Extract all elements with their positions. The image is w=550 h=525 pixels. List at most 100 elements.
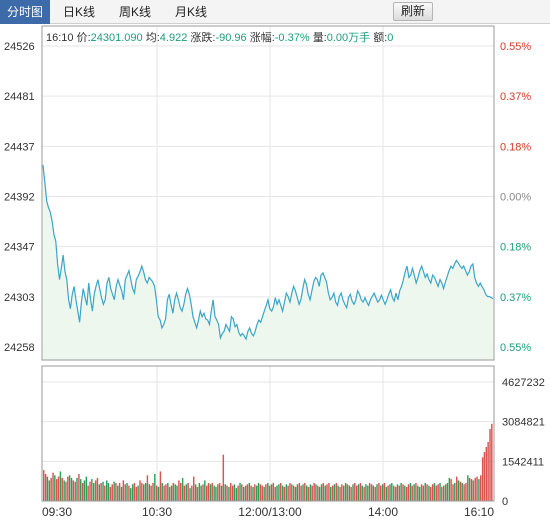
volume-bar <box>280 483 282 501</box>
volume-bar <box>87 485 89 501</box>
volume-bar <box>446 483 449 501</box>
volume-pane-border <box>41 365 495 502</box>
volume-bar <box>181 477 184 501</box>
info-price-value: 24301.090 <box>90 32 143 44</box>
volume-bar <box>400 483 402 501</box>
volume-bar <box>152 483 154 501</box>
volume-bar <box>411 485 413 501</box>
volume-bar <box>98 484 101 501</box>
volume-bar <box>180 483 182 501</box>
volume-bar <box>320 484 323 501</box>
volume-bar <box>174 484 176 501</box>
volume-bar <box>287 485 289 501</box>
volume-bar <box>150 485 152 501</box>
volume-bar <box>213 485 215 501</box>
volume-bar <box>170 485 173 501</box>
volume-tick-label: 0 <box>502 496 508 508</box>
volume-bar <box>130 488 132 501</box>
price-tick-label: 24526 <box>4 41 35 53</box>
pct-tick-label: 0.37% <box>500 91 531 103</box>
volume-bar <box>124 484 126 501</box>
price-tick-label: 24437 <box>4 141 35 153</box>
volume-bar <box>443 485 445 501</box>
volume-bar <box>176 485 178 501</box>
volume-bar <box>254 484 256 501</box>
volume-bar <box>357 484 360 501</box>
volume-bar <box>335 483 338 501</box>
volume-bar <box>165 484 167 501</box>
volume-bar <box>183 485 186 501</box>
volume-bar <box>228 486 230 501</box>
volume-bar <box>465 483 467 501</box>
volume-bar <box>341 484 343 501</box>
volume-bar <box>156 485 158 501</box>
refresh-button[interactable]: 刷新 <box>393 2 433 21</box>
volume-bar <box>350 486 352 501</box>
volume-bar <box>359 483 362 501</box>
volume-bar <box>68 475 71 501</box>
volume-bar <box>315 484 317 501</box>
volume-bar <box>396 484 399 501</box>
volume-bar <box>452 484 454 501</box>
volume-bar <box>196 486 199 501</box>
pct-tick-label: 0.18% <box>500 141 531 153</box>
tab-bar: 分时图 日K线 周K线 月K线 刷新 <box>0 0 550 24</box>
price-tick-label: 24481 <box>4 91 35 103</box>
volume-bar <box>106 480 108 501</box>
volume-bar <box>448 477 451 501</box>
tab-monthly-k[interactable]: 月K线 <box>174 5 207 19</box>
volume-bar <box>189 488 191 501</box>
volume-bar <box>263 486 265 501</box>
volume-bar <box>478 479 480 501</box>
volume-bar <box>489 429 491 501</box>
volume-bar <box>391 483 393 501</box>
volume-bar <box>154 474 156 501</box>
volume-bar <box>404 485 406 501</box>
volume-bar <box>344 483 347 501</box>
volume-bar <box>50 477 52 501</box>
volume-bar <box>491 423 493 501</box>
volume-bar <box>211 483 213 501</box>
volume-bar <box>415 483 417 501</box>
volume-bar <box>368 483 371 501</box>
volume-bar <box>270 484 273 501</box>
volume-bar <box>324 485 326 501</box>
volume-bar <box>146 475 149 501</box>
volume-bar <box>168 486 171 501</box>
volume-bar <box>137 485 139 501</box>
volume-bar <box>356 485 358 501</box>
quote-info-line: 16:10 价:24301.090 均:4.922 涨跌:-90.96 涨幅:-… <box>46 29 393 45</box>
tab-daily-k[interactable]: 日K线 <box>62 5 95 19</box>
volume-bar <box>422 485 425 501</box>
volume-bar <box>272 483 275 501</box>
volume-bar <box>261 485 263 501</box>
volume-bar <box>298 483 301 501</box>
tab-intraday[interactable]: 分时图 <box>0 0 50 24</box>
volume-bar <box>406 486 408 501</box>
volume-bar <box>487 441 489 501</box>
volume-bar <box>383 483 386 501</box>
volume-bar <box>333 484 336 501</box>
volume-bar <box>48 480 51 501</box>
pct-tick-label: 0.55% <box>500 41 531 53</box>
time-tick-label: 09:30 <box>42 505 72 519</box>
volume-bar <box>257 483 260 501</box>
volume-bar <box>248 483 251 501</box>
volume-bar <box>43 470 45 501</box>
volume-bar <box>291 484 293 501</box>
info-price-label: 价: <box>76 32 91 44</box>
volume-bar <box>307 486 310 501</box>
volume-bar <box>61 477 63 501</box>
volume-bar <box>444 484 447 501</box>
volume-bar <box>454 483 456 501</box>
volume-bar <box>54 475 56 501</box>
volume-bar <box>226 485 228 501</box>
volume-bar <box>374 486 376 501</box>
volume-bar <box>76 477 78 501</box>
volume-bar <box>348 485 351 501</box>
volume-bar <box>365 484 367 501</box>
volume-bar <box>476 476 478 501</box>
volume-bar <box>157 486 160 501</box>
volume-bar <box>102 481 104 501</box>
tab-weekly-k[interactable]: 周K线 <box>118 5 151 19</box>
